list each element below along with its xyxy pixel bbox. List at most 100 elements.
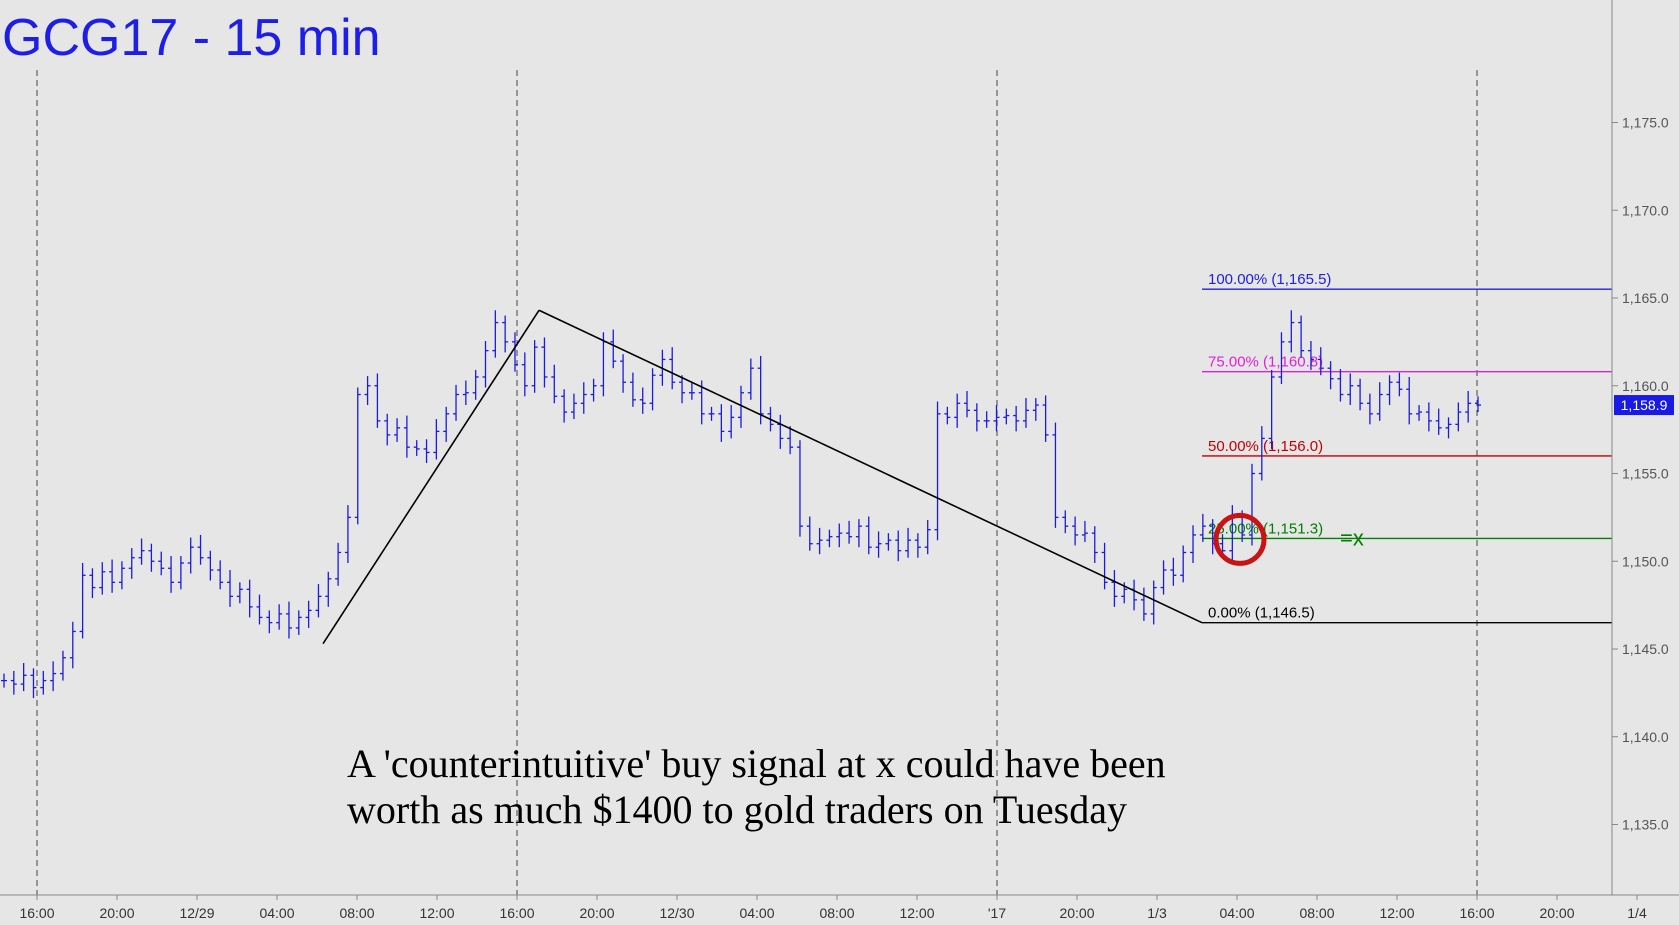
price-bar (315, 584, 322, 618)
price-bar (443, 406, 450, 442)
x-tick-label: 1/3 (1147, 905, 1167, 921)
price-bar (1258, 426, 1265, 481)
price-bar (89, 568, 96, 599)
y-tick-label: 1,155.0 (1622, 466, 1669, 482)
price-bar (885, 533, 892, 551)
price-bar (1032, 398, 1039, 421)
price-bar (787, 426, 794, 455)
price-bar (1278, 332, 1285, 384)
price-bar (492, 310, 499, 358)
annotation-line-1: A 'counterintuitive' buy signal at x cou… (347, 741, 1166, 786)
price-bar (1396, 372, 1403, 397)
price-bar (453, 384, 460, 421)
price-bar (669, 347, 676, 390)
price-bar (1298, 315, 1305, 358)
price-bar (158, 551, 165, 576)
price-bar (1081, 520, 1088, 542)
price-bar (1, 673, 7, 688)
price-bar (875, 531, 882, 558)
price-bar (20, 663, 27, 692)
price-bar (1003, 408, 1010, 425)
price-bar (551, 364, 558, 404)
price-bar (1091, 526, 1098, 564)
price-bar (118, 561, 125, 590)
price-bar (1062, 510, 1069, 534)
price-bar (846, 520, 853, 544)
price-bar (738, 385, 744, 428)
swing-line-down (538, 309, 1203, 624)
price-bar (1190, 525, 1197, 564)
swing-lines (322, 309, 1203, 645)
price-bar (1180, 545, 1187, 583)
price-bar (305, 600, 312, 628)
price-bar (276, 604, 283, 630)
price-bar (285, 601, 292, 639)
price-bar (1327, 361, 1334, 390)
price-bar (1288, 310, 1295, 353)
annotation-line-2: worth as much $1400 to gold traders on T… (347, 787, 1127, 832)
price-bar (806, 516, 813, 551)
fib-level-label: 25.00% (1,151.3) (1208, 520, 1323, 537)
x-tick-label: 04:00 (259, 905, 294, 921)
price-bar (1357, 378, 1364, 411)
price-bar (521, 352, 528, 397)
price-bar (177, 555, 184, 590)
price-bar (1160, 560, 1167, 595)
session-breaks (36, 70, 1478, 895)
x-tick-label: 12:00 (1379, 905, 1414, 921)
price-bar (855, 519, 862, 548)
price-bar (718, 404, 725, 442)
price-bar (944, 406, 951, 425)
x-tick-label: 12:00 (899, 905, 934, 921)
price-bar (1347, 373, 1354, 406)
price-bar (1475, 396, 1481, 413)
y-tick-label: 1,135.0 (1622, 817, 1669, 833)
price-bar (413, 440, 420, 456)
y-tick-label: 1,165.0 (1622, 290, 1669, 306)
price-bar (394, 418, 401, 442)
y-tick-label: 1,140.0 (1622, 729, 1669, 745)
price-bar (1101, 542, 1108, 590)
price-bar (384, 413, 391, 446)
price-bar (1013, 405, 1020, 432)
price-bar (570, 393, 577, 420)
y-tick-label: 1,150.0 (1622, 553, 1669, 569)
price-bar (914, 533, 921, 558)
price-bar (148, 543, 155, 572)
price-bar (433, 419, 440, 460)
price-bar (1337, 369, 1344, 402)
price-bar (993, 405, 1000, 432)
price-bar (531, 340, 538, 393)
swing-line-up (322, 309, 540, 645)
price-bar (423, 439, 430, 463)
price-bar (1435, 408, 1442, 435)
price-bar (924, 520, 931, 555)
price-bar (826, 529, 833, 548)
x-tick-label: 16:00 (1459, 905, 1494, 921)
price-bar (354, 387, 361, 525)
price-bar (865, 516, 872, 555)
x-tick-label: 16:00 (499, 905, 534, 921)
price-bar (1268, 369, 1275, 449)
y-tick-label: 1,170.0 (1622, 202, 1669, 218)
price-bar (934, 401, 941, 541)
price-bar (688, 383, 695, 400)
price-bar (462, 380, 469, 406)
price-bar (511, 332, 518, 372)
price-bar (1425, 402, 1432, 432)
price-bar (1042, 395, 1049, 442)
price-bar (983, 411, 990, 428)
price-bar (502, 315, 509, 353)
price-bar (1072, 516, 1079, 546)
price-bar (197, 534, 204, 565)
price-bar (905, 527, 912, 558)
price-bar (1376, 382, 1383, 421)
x-tick-label: 08:00 (339, 905, 374, 921)
price-bar (256, 594, 263, 625)
price-bar (796, 440, 803, 537)
price-bar (40, 670, 47, 695)
signal-circle (1213, 512, 1267, 566)
price-bar (757, 355, 764, 425)
